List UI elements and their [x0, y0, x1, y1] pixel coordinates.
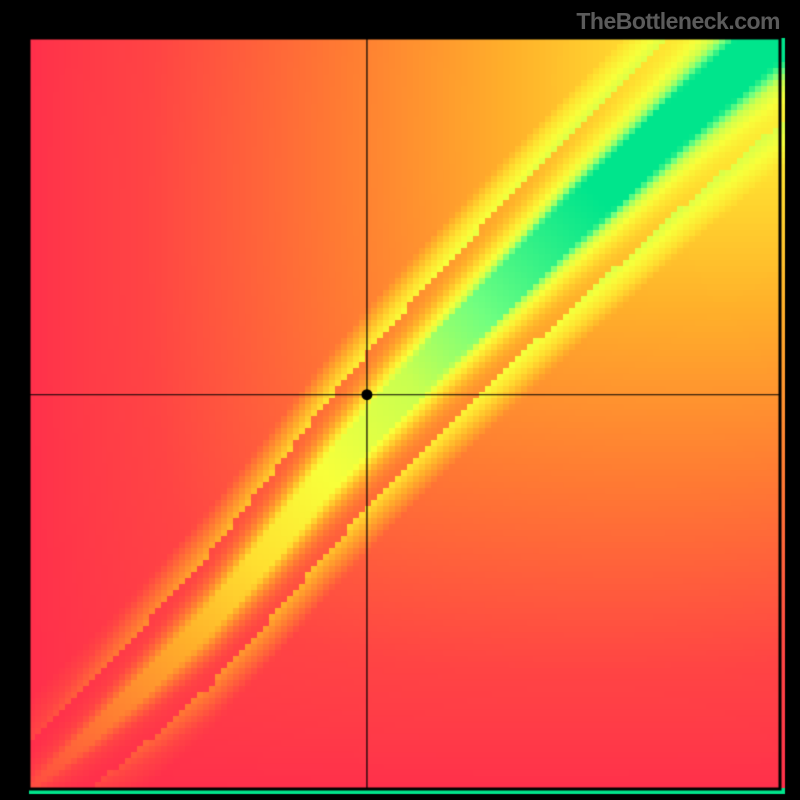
heatmap-canvas — [0, 0, 800, 800]
chart-container: TheBottleneck.com — [0, 0, 800, 800]
watermark-text: TheBottleneck.com — [576, 8, 780, 35]
